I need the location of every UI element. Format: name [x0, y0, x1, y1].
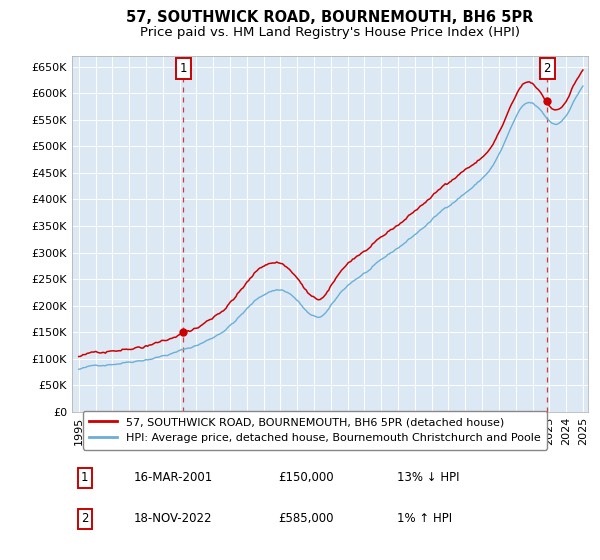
Text: 57, SOUTHWICK ROAD, BOURNEMOUTH, BH6 5PR: 57, SOUTHWICK ROAD, BOURNEMOUTH, BH6 5PR — [127, 10, 533, 25]
Legend: 57, SOUTHWICK ROAD, BOURNEMOUTH, BH6 5PR (detached house), HPI: Average price, d: 57, SOUTHWICK ROAD, BOURNEMOUTH, BH6 5PR… — [83, 410, 547, 450]
Text: 13% ↓ HPI: 13% ↓ HPI — [397, 471, 460, 484]
Text: 1: 1 — [81, 471, 89, 484]
Text: Price paid vs. HM Land Registry's House Price Index (HPI): Price paid vs. HM Land Registry's House … — [140, 26, 520, 39]
Text: 2: 2 — [544, 62, 551, 75]
Text: £585,000: £585,000 — [278, 512, 334, 525]
Text: 18-NOV-2022: 18-NOV-2022 — [134, 512, 212, 525]
Text: 16-MAR-2001: 16-MAR-2001 — [134, 471, 213, 484]
Text: £150,000: £150,000 — [278, 471, 334, 484]
Text: 2: 2 — [81, 512, 89, 525]
Text: 1% ↑ HPI: 1% ↑ HPI — [397, 512, 452, 525]
Text: 1: 1 — [179, 62, 187, 75]
